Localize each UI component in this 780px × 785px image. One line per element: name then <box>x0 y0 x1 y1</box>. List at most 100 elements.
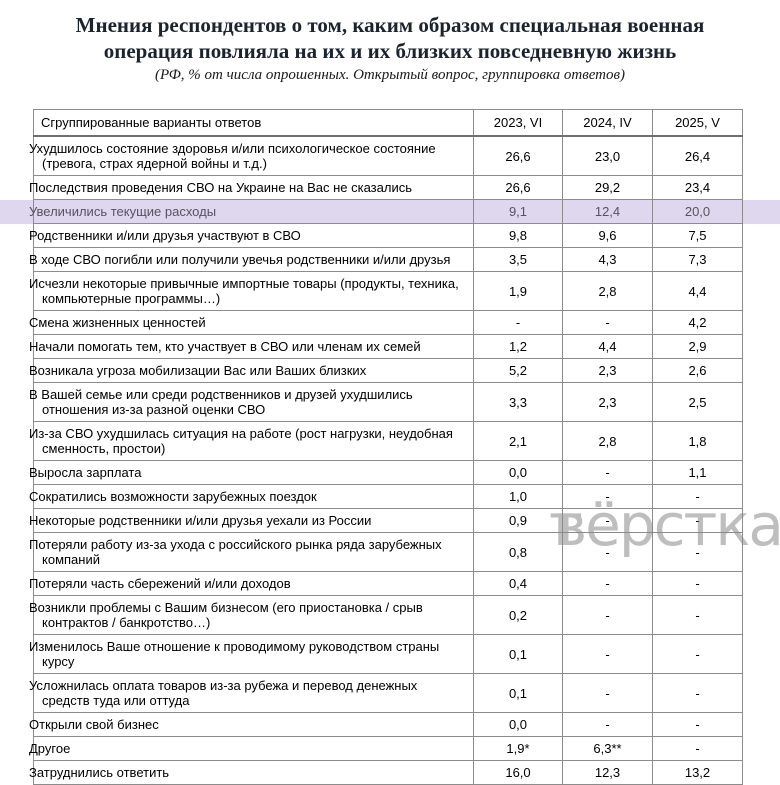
cell-value: 2,3 <box>562 382 653 422</box>
cell-value: 2,1 <box>473 421 563 461</box>
cell-value: - <box>652 571 743 596</box>
cell-value: - <box>562 310 653 335</box>
table-row: Ухудшилось состояние здоровья и/или псих… <box>29 135 743 176</box>
page-title-line2: операция повлияла на их и их близких пов… <box>103 39 677 63</box>
table-body: Ухудшилось состояние здоровья и/или псих… <box>29 135 743 785</box>
row-label: Потеряли работу из-за ухода с российског… <box>29 532 474 572</box>
cell-value: 12,4 <box>562 199 653 224</box>
table-row: Увеличились текущие расходы 9,1 12,4 20,0 <box>29 199 743 224</box>
row-label: Потеряли часть сбережений и/или доходов <box>29 571 474 596</box>
row-label: Возникли проблемы с Вашим бизнесом (его … <box>29 595 474 635</box>
row-label: Исчезли некоторые привычные импортные то… <box>29 271 474 311</box>
cell-value: 1,9 <box>473 271 563 311</box>
column-header-wave: 2023, VI <box>473 109 563 137</box>
cell-value: 1,2 <box>473 334 563 359</box>
cell-value: - <box>562 673 653 713</box>
cell-value: - <box>562 634 653 674</box>
table-row: Потеряли работу из-за ухода с российског… <box>29 532 743 572</box>
cell-value: - <box>652 673 743 713</box>
cell-value: 3,5 <box>473 247 563 272</box>
cell-value: - <box>562 460 653 485</box>
table-row: Исчезли некоторые привычные импортные то… <box>29 271 743 311</box>
cell-value: 1,0 <box>473 484 563 509</box>
page-subtitle: (РФ, % от числа опрошенных. Открытый воп… <box>154 67 626 83</box>
column-header-wave: 2025, V <box>652 109 743 137</box>
cell-value: 6,3** <box>562 736 653 761</box>
row-label: Родственники и/или друзья участвуют в СВ… <box>29 223 474 248</box>
table-row: Другое 1,9* 6,3** - <box>29 736 743 761</box>
cell-value: 29,2 <box>562 175 653 200</box>
cell-value: - <box>652 484 743 509</box>
table-row: Изменилось Ваше отношение к проводимому … <box>29 634 743 674</box>
cell-value: - <box>562 712 653 737</box>
cell-value: 0,1 <box>473 673 563 713</box>
cell-value: - <box>473 310 563 335</box>
page-title: Мнения респондентов о том, каким образом… <box>20 12 760 64</box>
cell-value: 23,0 <box>562 135 653 176</box>
cell-value: 2,8 <box>562 271 653 311</box>
table-row: Затруднились ответить 16,0 12,3 13,2 <box>29 760 743 785</box>
cell-value: - <box>652 736 743 761</box>
table-row: В ходе СВО погибли или получили увечья р… <box>29 247 743 272</box>
cell-value: 16,0 <box>473 760 563 785</box>
cell-value: 13,2 <box>652 760 743 785</box>
cell-value: 9,6 <box>562 223 653 248</box>
table-row: Выросла зарплата 0,0-1,1 <box>29 460 743 485</box>
table-row: Начали помогать тем, кто участвует в СВО… <box>29 334 743 359</box>
cell-value: - <box>562 532 653 572</box>
poll-results-figure: Мнения респондентов о том, каким образом… <box>0 12 780 785</box>
cell-value: 20,0 <box>652 199 743 224</box>
table-row: Потеряли часть сбережений и/или доходов 0… <box>29 571 743 596</box>
cell-value: 7,3 <box>652 247 743 272</box>
cell-value: 4,4 <box>562 334 653 359</box>
cell-value: 2,9 <box>652 334 743 359</box>
cell-value: 9,1 <box>473 199 563 224</box>
table-row: Усложнилась оплата товаров из-за рубежа … <box>29 673 743 713</box>
row-label: Смена жизненных ценностей <box>29 310 474 335</box>
cell-value: 9,8 <box>473 223 563 248</box>
cell-value: 0,4 <box>473 571 563 596</box>
cell-value: 0,1 <box>473 634 563 674</box>
row-label: Сократились возможности зарубежных поезд… <box>29 484 474 509</box>
table-row: Возникала угроза мобилизации Вас или Ваш… <box>29 358 743 383</box>
cell-value: 0,0 <box>473 460 563 485</box>
cell-value: 0,8 <box>473 532 563 572</box>
row-label: В Вашей семье или среди родственников и … <box>29 382 474 422</box>
cell-value: 1,8 <box>652 421 743 461</box>
cell-value: - <box>652 712 743 737</box>
cell-value: - <box>562 484 653 509</box>
header-row: Сгруппированные варианты ответов 2023, VI… <box>33 109 743 137</box>
results-table: Сгруппированные варианты ответов 2023, VI… <box>29 109 743 785</box>
table-row: Сократились возможности зарубежных поезд… <box>29 484 743 509</box>
page-title-line1: Мнения респондентов о том, каким образом… <box>75 13 705 37</box>
table-row: В Вашей семье или среди родственников и … <box>29 382 743 422</box>
cell-value: 1,1 <box>652 460 743 485</box>
cell-value: 26,6 <box>473 175 563 200</box>
cell-value: 2,3 <box>562 358 653 383</box>
cell-value: 2,5 <box>652 382 743 422</box>
cell-value: - <box>652 634 743 674</box>
cell-value: 4,4 <box>652 271 743 311</box>
table-row: Смена жизненных ценностей - -4,2 <box>29 310 743 335</box>
cell-value: 2,6 <box>652 358 743 383</box>
table-row: Из-за СВО ухудшилась ситуация на работе … <box>29 421 743 461</box>
cell-value: 23,4 <box>652 175 743 200</box>
table-header: Сгруппированные варианты ответов 2023, VI… <box>33 109 743 137</box>
row-label: Изменилось Ваше отношение к проводимому … <box>29 634 474 674</box>
row-label: Возникала угроза мобилизации Вас или Ваш… <box>29 358 474 383</box>
row-label: Начали помогать тем, кто участвует в СВО… <box>29 334 474 359</box>
row-label: Открыли свой бизнес <box>29 712 474 737</box>
table-row: Открыли свой бизнес 0,0- - <box>29 712 743 737</box>
row-label: Последствия проведения СВО на Украине на… <box>29 175 474 200</box>
cell-value: 1,9* <box>473 736 563 761</box>
cell-value: 0,0 <box>473 712 563 737</box>
cell-value: - <box>562 508 653 533</box>
row-label: Некоторые родственники и/или друзья уеха… <box>29 508 474 533</box>
column-header-answers: Сгруппированные варианты ответов <box>33 109 474 137</box>
table-row: Возникли проблемы с Вашим бизнесом (его … <box>29 595 743 635</box>
cell-value: - <box>562 571 653 596</box>
row-label: Ухудшилось состояние здоровья и/или псих… <box>29 135 474 176</box>
row-label: Усложнилась оплата товаров из-за рубежа … <box>29 673 474 713</box>
table-row: Последствия проведения СВО на Украине на… <box>29 175 743 200</box>
cell-value: 2,8 <box>562 421 653 461</box>
